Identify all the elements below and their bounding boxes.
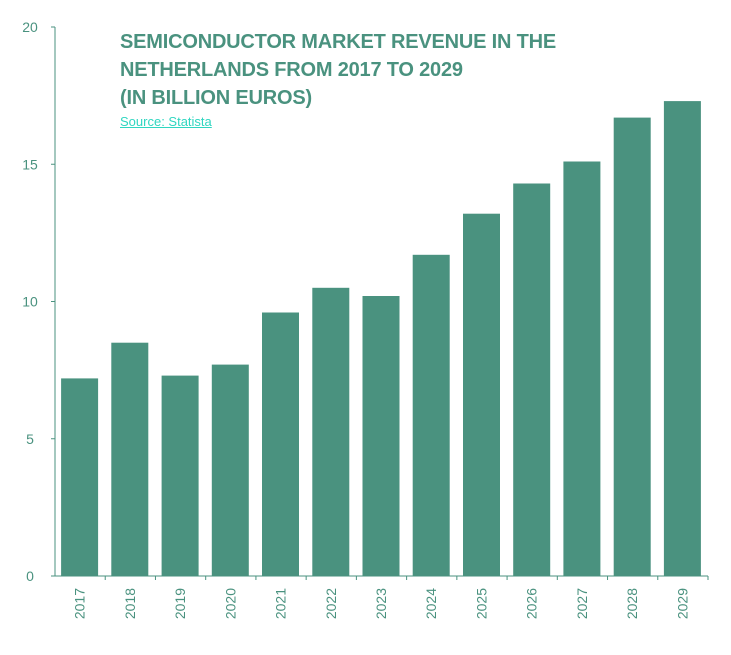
y-tick-label: 15 xyxy=(22,156,38,172)
bar-2025 xyxy=(463,213,500,576)
bar-2027 xyxy=(563,161,601,576)
bar-2017 xyxy=(61,378,99,576)
bar-2029 xyxy=(663,101,701,576)
chart-title-line-1: SEMICONDUCTOR MARKET REVENUE IN THE xyxy=(120,31,556,53)
y-tick-label: 20 xyxy=(22,19,38,35)
source-link[interactable]: Source: Statista xyxy=(120,114,212,129)
bar-2018 xyxy=(111,342,149,576)
bar-2019 xyxy=(161,375,199,576)
x-tick-label: 2022 xyxy=(323,588,339,619)
x-tick-label: 2018 xyxy=(122,588,138,619)
bar-2023 xyxy=(362,296,400,576)
bar-2028 xyxy=(613,117,651,576)
y-tick-label: 0 xyxy=(26,568,34,584)
x-tick-label: 2017 xyxy=(72,588,88,619)
x-tick-label: 2028 xyxy=(624,588,640,619)
chart-title-block: SEMICONDUCTOR MARKET REVENUE IN THE NETH… xyxy=(120,28,580,131)
y-tick-label: 10 xyxy=(22,294,38,310)
x-tick-label: 2020 xyxy=(222,588,238,619)
x-tick-label: 2023 xyxy=(373,588,389,619)
x-tick-label: 2021 xyxy=(273,588,289,619)
x-tick-label: 2024 xyxy=(423,588,439,619)
bar-2024 xyxy=(412,254,450,577)
x-axis: 2017 2018 2019 2020 2021 2022 2023 2024 2025 2026… xyxy=(55,575,709,619)
x-tick-label: 2019 xyxy=(172,588,188,619)
chart-title-line-2: NETHERLANDS FROM 2017 TO 2029 xyxy=(120,59,463,81)
y-tick-label: 5 xyxy=(26,431,34,447)
y-axis: 0 5 10 15 20 xyxy=(22,19,56,584)
bar-2026 xyxy=(513,183,551,576)
chart-title-line-3: (IN BILLION EUROS) xyxy=(120,87,312,109)
bar-2021 xyxy=(262,312,299,576)
x-tick-label: 2027 xyxy=(574,588,590,619)
bar-2022 xyxy=(312,287,350,576)
bars xyxy=(61,101,701,577)
x-tick-label: 2029 xyxy=(674,588,690,619)
x-tick-label: 2026 xyxy=(524,588,540,619)
x-tick-label: 2025 xyxy=(474,588,490,619)
bar-2020 xyxy=(211,364,249,576)
